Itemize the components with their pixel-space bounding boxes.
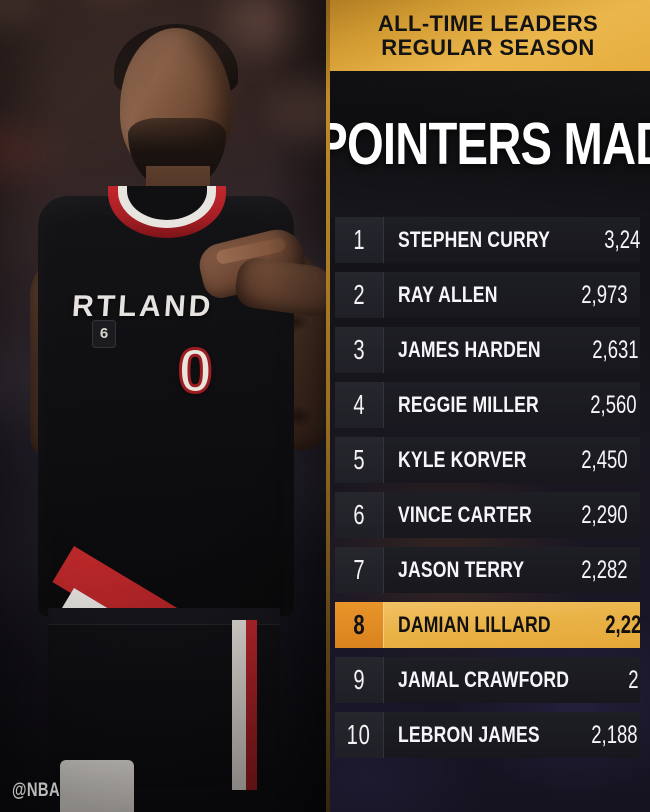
row-player-name: JASON TERRY — [398, 557, 525, 582]
leaderboard-panel: ALL-TIME LEADERS REGULAR SEASON 3-POINTE… — [326, 0, 650, 812]
row-player-value: 2,188 — [591, 720, 638, 749]
row-rank-cell: 5 — [335, 437, 383, 483]
row-rank-value: 4 — [353, 389, 365, 420]
shorts-waistband — [48, 608, 280, 625]
row-player-name: JAMES HARDEN — [398, 337, 541, 362]
leaderboard-row[interactable]: 4 REGGIE MILLER 2,560 — [335, 382, 640, 428]
leaderboard-row[interactable]: 5 KYLE KORVER 2,450 — [335, 437, 640, 483]
row-body: VINCE CARTER 2,290 — [383, 492, 640, 538]
leaderboard-row[interactable]: 3 JAMES HARDEN 2,631 — [335, 327, 640, 373]
row-rank-cell: 7 — [335, 547, 383, 593]
row-player-name: LEBRON JAMES — [398, 722, 540, 747]
row-rank-cell: 1 — [335, 217, 383, 263]
row-rank-value: 1 — [353, 224, 365, 255]
leaderboard-row[interactable]: 1 STEPHEN CURRY 3,248 — [335, 217, 640, 263]
player-photo: RTLAND 6 0 @NBA — [0, 0, 326, 812]
row-player-name: RAY ALLEN — [398, 282, 498, 307]
row-player-value: 2,290 — [581, 500, 628, 529]
header-line-1: ALL-TIME LEADERS — [377, 10, 599, 36]
panel-header: ALL-TIME LEADERS REGULAR SEASON — [326, 0, 650, 71]
row-body: JAMES HARDEN 2,631 — [383, 327, 640, 373]
row-body: REGGIE MILLER 2,560 — [383, 382, 640, 428]
jersey-number: 0 — [176, 336, 214, 408]
row-player-value: 2,450 — [581, 445, 628, 474]
panel-gold-edge — [326, 0, 330, 812]
row-player-name: JAMAL CRAWFORD — [398, 667, 570, 692]
jersey-patch: 6 — [92, 320, 116, 348]
row-rank-value: 9 — [353, 664, 365, 695]
row-player-name: DAMIAN LILLARD — [398, 612, 551, 637]
row-player-name: STEPHEN CURRY — [398, 227, 551, 252]
row-rank-value: 8 — [353, 609, 365, 640]
row-player-name: VINCE CARTER — [398, 502, 532, 527]
row-rank-cell: 2 — [335, 272, 383, 318]
row-rank-value: 7 — [353, 554, 365, 585]
player-figure: RTLAND 6 0 — [30, 24, 326, 812]
leaderboard-row[interactable]: 6 VINCE CARTER 2,290 — [335, 492, 640, 538]
row-body: STEPHEN CURRY 3,248 — [383, 217, 640, 263]
leaderboard-list: 1 STEPHEN CURRY 3,248 2 RAY ALLEN 2,973 3 JAMES… — [326, 217, 650, 767]
row-rank-cell: 6 — [335, 492, 383, 538]
row-player-value: 2,560 — [590, 390, 637, 419]
leaderboard-row[interactable]: 7 JASON TERRY 2,282 — [335, 547, 640, 593]
row-body: JASON TERRY 2,282 — [383, 547, 640, 593]
nba-watermark: @NBA — [12, 780, 61, 801]
player-leg — [60, 760, 134, 812]
row-body: LEBRON JAMES 2,188 — [383, 712, 640, 758]
row-player-value: 2,973 — [581, 280, 628, 309]
page-title: 3-POINTERS MADE — [326, 110, 650, 177]
header-line-2: REGULAR SEASON — [381, 34, 595, 60]
row-player-value: 3,248 — [604, 225, 640, 254]
leaderboard-row[interactable]: 9 JAMAL CRAWFORD 2,221 — [335, 657, 640, 703]
row-body: RAY ALLEN 2,973 — [383, 272, 640, 318]
row-rank-cell: 10 — [335, 712, 383, 758]
row-body: DAMIAN LILLARD 2,222 — [383, 602, 640, 648]
row-rank-cell: 9 — [335, 657, 383, 703]
row-rank-value: 2 — [353, 279, 365, 310]
row-rank-cell: 3 — [335, 327, 383, 373]
row-rank-value: 5 — [353, 444, 365, 475]
leaderboard-row[interactable]: 2 RAY ALLEN 2,973 — [335, 272, 640, 318]
row-player-value: 2,221 — [628, 665, 640, 694]
shorts-red-stripe — [246, 620, 257, 790]
row-rank-value: 3 — [353, 334, 365, 365]
photo-vignette — [0, 0, 326, 812]
row-body: JAMAL CRAWFORD 2,221 — [383, 657, 640, 703]
row-body: KYLE KORVER 2,450 — [383, 437, 640, 483]
row-player-value: 2,282 — [581, 555, 628, 584]
row-player-value: 2,222 — [605, 610, 640, 639]
row-player-name: REGGIE MILLER — [398, 392, 539, 417]
row-rank-value: 6 — [353, 499, 365, 530]
leaderboard-row[interactable]: 8 DAMIAN LILLARD 2,222 — [335, 602, 640, 648]
row-rank-value: 10 — [347, 719, 371, 750]
leaderboard-row[interactable]: 10 LEBRON JAMES 2,188 — [335, 712, 640, 758]
stat-title-block: 3-POINTERS MADE — [326, 71, 650, 217]
shorts-white-stripe — [232, 620, 246, 790]
row-rank-cell: 4 — [335, 382, 383, 428]
row-player-name: KYLE KORVER — [398, 447, 527, 472]
row-rank-cell: 8 — [335, 602, 383, 648]
row-player-value: 2,631 — [592, 335, 639, 364]
